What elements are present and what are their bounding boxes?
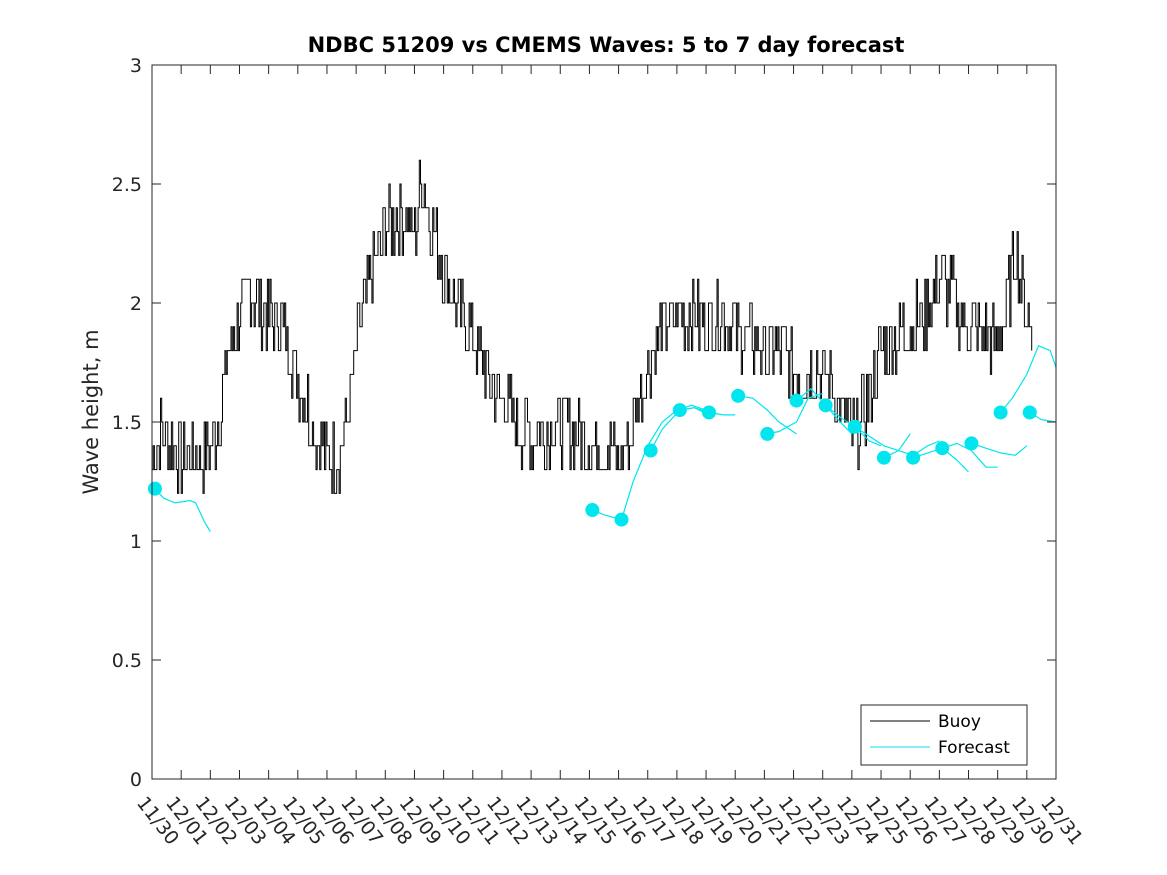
legend-buoy-label: Buoy [938,712,981,732]
forecast-segment-line [854,426,911,452]
forecast-marker [964,436,979,451]
forecast-marker [147,481,162,496]
forecast-marker [993,405,1008,420]
y-axis-label: Wave height, m [79,329,103,494]
forecast-segment-line [620,404,707,520]
forecast-marker [701,405,716,420]
forecast-marker [731,388,746,403]
forecast-marker [1022,405,1037,420]
legend-box [860,704,1028,766]
legend: Buoy Forecast [860,704,1028,766]
y-axis: 0 0.5 1 1.5 2 2.5 3 [112,55,1056,791]
forecast-marker [643,443,658,458]
forecast-marker [672,403,687,418]
buoy-series-line [152,159,1033,494]
forecast-marker [760,426,775,441]
forecast-segment-line [767,392,823,435]
forecast-marker [818,398,833,413]
y-tick-label: 3 [130,55,142,77]
forecast-segment-line [738,395,797,435]
forecast-segment-line [1000,345,1057,413]
series-layer [147,159,1057,532]
x-axis: 11/3012/0112/0212/0312/0412/0512/0612/07… [132,65,1087,849]
forecast-marker [876,450,891,465]
y-tick-label: 2 [130,293,142,315]
forecast-marker [585,503,600,518]
forecast-marker [614,512,629,527]
y-tick-label: 0 [130,769,142,791]
plot-area [152,65,1056,779]
forecast-segment-line [154,488,211,532]
forecast-segment-line [971,442,1028,456]
y-tick-label: 1 [130,531,142,553]
y-tick-label: 1.5 [112,412,142,434]
forecast-marker [789,393,804,408]
forecast-marker [935,441,950,456]
forecast-segment-line [942,442,998,468]
forecast-marker [847,419,862,434]
y-tick-label: 0.5 [112,650,142,672]
forecast-marker [906,450,921,465]
y-tick-label: 2.5 [112,174,142,196]
legend-forecast-label: Forecast [938,738,1010,758]
chart-title: NDBC 51209 vs CMEMS Waves: 5 to 7 day fo… [308,33,905,57]
